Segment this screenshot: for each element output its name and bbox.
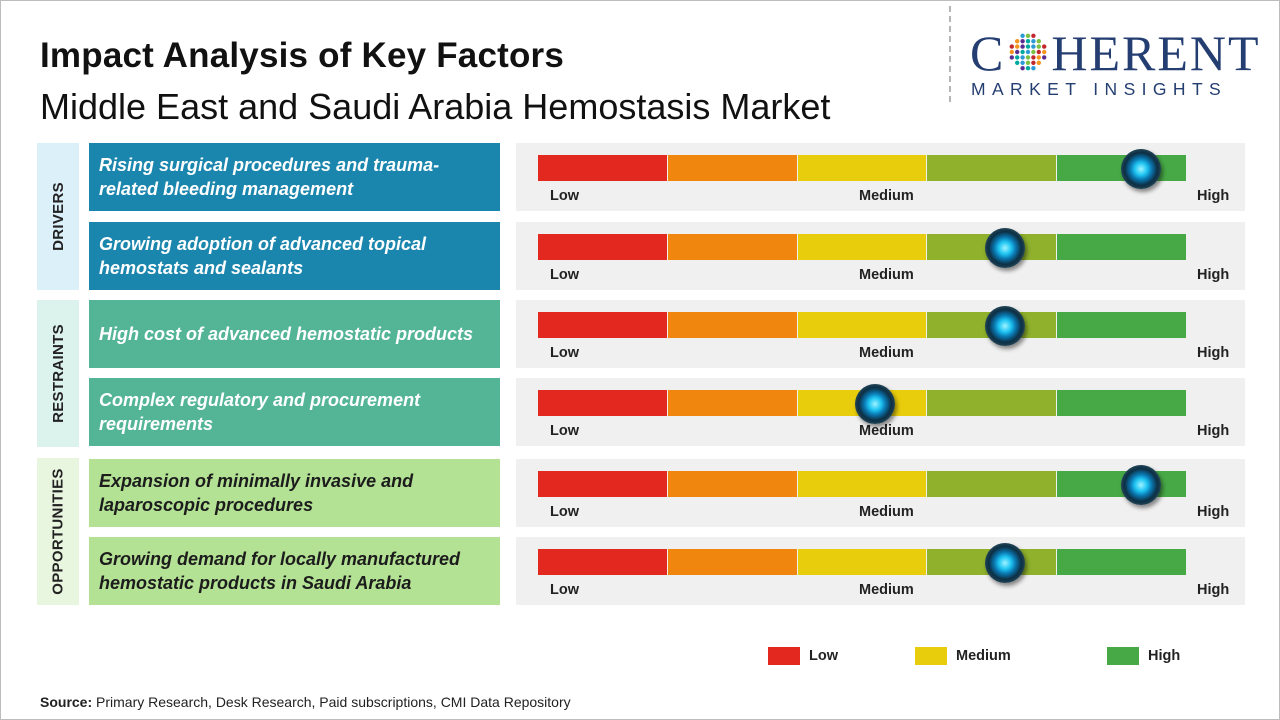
gauge-bar: [538, 471, 1186, 497]
impact-marker: [1120, 149, 1161, 189]
gauge-label-medium: Medium: [859, 582, 914, 598]
gauge-label-medium: Medium: [859, 423, 914, 439]
logo-text-right: HERENT: [1051, 25, 1261, 81]
group-opportunities: OPPORTUNITIES: [37, 458, 79, 605]
factor-label: Expansion of minimally invasive and lapa…: [89, 459, 500, 527]
legend-swatch-medium: [915, 647, 947, 665]
gauge-segment-5: [1057, 390, 1186, 416]
impact-gauge: Low Medium High: [516, 378, 1245, 446]
gauge-segment-2: [667, 312, 797, 338]
gauge-label-high: High: [1197, 267, 1230, 283]
logo: C HERENT: [970, 28, 1261, 78]
legend-label-low: Low: [809, 648, 838, 664]
impact-marker: [854, 384, 895, 424]
gauge-segment-3: [797, 312, 927, 338]
group-restraints: RESTRAINTS: [37, 300, 79, 447]
gauge-segment-1: [538, 155, 667, 181]
logo-text-left: C: [970, 25, 1006, 81]
group-label-drivers: DRIVERS: [49, 182, 67, 251]
gauge-label-high: High: [1197, 582, 1230, 598]
factor-label: Rising surgical procedures and trauma-re…: [89, 143, 500, 211]
legend-swatch-low: [768, 647, 800, 665]
gauge-label-medium: Medium: [859, 267, 914, 283]
gauge-segment-2: [667, 155, 797, 181]
gauge-segment-2: [667, 390, 797, 416]
legend-label-medium: Medium: [956, 648, 1011, 664]
chart-subtitle: Middle East and Saudi Arabia Hemostasis …: [40, 86, 831, 127]
source-note: Source: Primary Research, Desk Research,…: [40, 694, 571, 710]
gauge-segment-5: [1057, 234, 1186, 260]
gauge-label-high: High: [1197, 423, 1230, 439]
gauge-label-medium: Medium: [859, 504, 914, 520]
impact-marker: [984, 228, 1025, 268]
gauge-segment-4: [927, 155, 1057, 181]
logo-dot-mark: [1009, 33, 1047, 71]
gauge-segment-5: [1057, 549, 1186, 575]
gauge-label-low: Low: [550, 423, 579, 439]
group-label-restraints: RESTRAINTS: [49, 324, 67, 423]
gauge-label-low: Low: [550, 345, 579, 361]
gauge-label-medium: Medium: [859, 188, 914, 204]
gauge-segment-2: [667, 549, 797, 575]
gauge-segment-3: [797, 234, 927, 260]
impact-marker: [984, 543, 1025, 583]
source-text: Primary Research, Desk Research, Paid su…: [96, 694, 571, 710]
gauge-label-low: Low: [550, 504, 579, 520]
gauge-segment-4: [927, 390, 1057, 416]
gauge-label-low: Low: [550, 188, 579, 204]
impact-gauge: Low Medium High: [516, 143, 1245, 211]
impact-gauge: Low Medium High: [516, 222, 1245, 290]
gauge-bar: [538, 549, 1186, 575]
gauge-segment-2: [667, 234, 797, 260]
gauge-label-high: High: [1197, 345, 1230, 361]
impact-gauge: Low Medium High: [516, 537, 1245, 605]
gauge-segment-4: [927, 471, 1057, 497]
gauge-bar: [538, 312, 1186, 338]
impact-marker: [984, 306, 1025, 346]
factor-label: Complex regulatory and procurement requi…: [89, 378, 500, 446]
legend-swatch-high: [1107, 647, 1139, 665]
logo-subtitle: MARKET INSIGHTS: [971, 79, 1228, 99]
gauge-label-high: High: [1197, 188, 1230, 204]
factor-label: High cost of advanced hemostatic product…: [89, 300, 500, 368]
gauge-label-low: Low: [550, 582, 579, 598]
chart-title: Impact Analysis of Key Factors: [40, 36, 565, 75]
gauge-segment-1: [538, 471, 667, 497]
gauge-segment-5: [1057, 312, 1186, 338]
gauge-segment-3: [797, 549, 927, 575]
group-label-opportunities: OPPORTUNITIES: [49, 468, 67, 595]
gauge-segment-1: [538, 234, 667, 260]
gauge-segment-2: [667, 471, 797, 497]
gauge-segment-1: [538, 390, 667, 416]
gauge-bar: [538, 155, 1186, 181]
legend-label-high: High: [1148, 648, 1181, 664]
gauge-segment-3: [797, 471, 927, 497]
source-label: Source:: [40, 694, 93, 710]
gauge-segment-3: [797, 155, 927, 181]
gauge-label-medium: Medium: [859, 345, 914, 361]
impact-gauge: Low Medium High: [516, 459, 1245, 527]
impact-gauge: Low Medium High: [516, 300, 1245, 368]
gauge-label-low: Low: [550, 267, 579, 283]
gauge-label-high: High: [1197, 504, 1230, 520]
impact-marker: [1120, 465, 1161, 505]
factor-label: Growing demand for locally manufactured …: [89, 537, 500, 605]
factor-label: Growing adoption of advanced topical hem…: [89, 222, 500, 290]
gauge-segment-1: [538, 549, 667, 575]
logo-divider: [949, 6, 951, 102]
group-drivers: DRIVERS: [37, 143, 79, 290]
gauge-bar: [538, 234, 1186, 260]
gauge-segment-1: [538, 312, 667, 338]
